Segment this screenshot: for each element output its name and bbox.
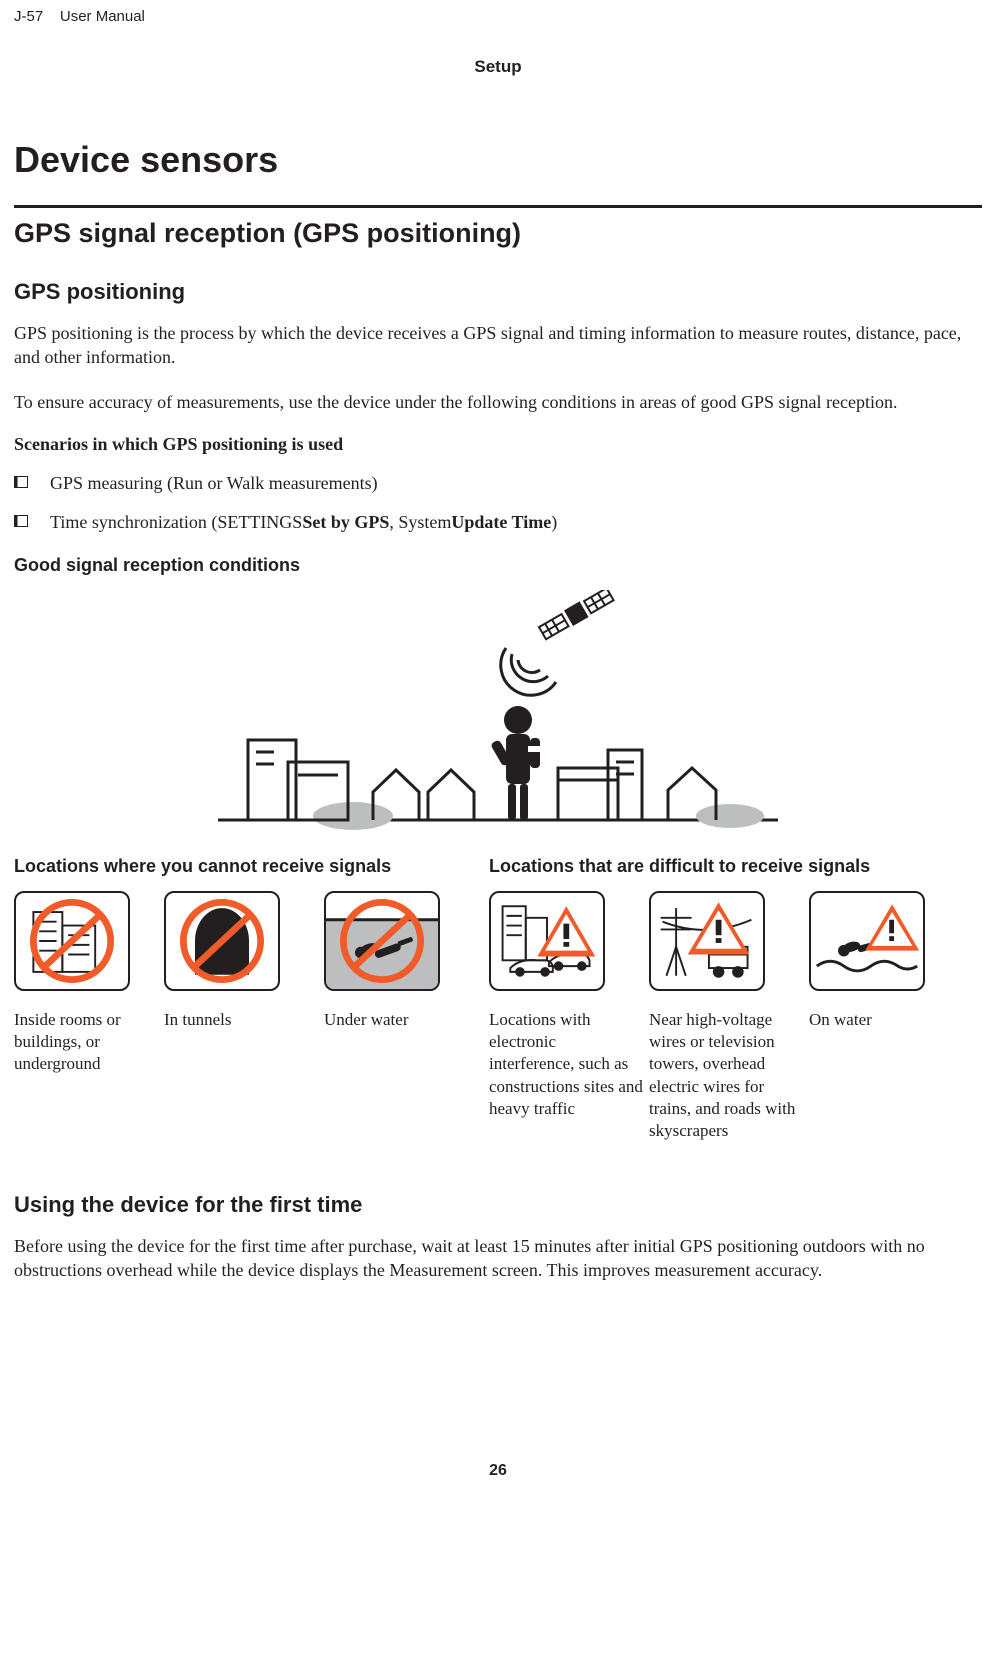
signal-conditions-headings: Locations where you cannot receive signa… bbox=[14, 856, 982, 877]
paragraph-intro-2: To ensure accuracy of measurements, use … bbox=[14, 390, 982, 414]
scenarios-label: Scenarios in which GPS positioning is us… bbox=[14, 434, 982, 455]
onwater-warn-icon bbox=[809, 891, 925, 991]
good-conditions-label: Good signal reception conditions bbox=[14, 555, 982, 576]
bullet-icon bbox=[14, 476, 28, 488]
subsection-heading-positioning: GPS positioning bbox=[14, 279, 982, 305]
underwater-no-icon bbox=[324, 891, 440, 991]
good-signal-illustration bbox=[14, 590, 982, 830]
paragraph-first-time: Before using the device for the first ti… bbox=[14, 1234, 982, 1283]
list-item-text: GPS measuring (Run or Walk measurements) bbox=[50, 471, 378, 496]
subsection-heading-first-time: Using the device for the first time bbox=[14, 1192, 982, 1218]
signal-icon-captions: Inside rooms or buildings, or undergroun… bbox=[14, 1009, 982, 1142]
page-number: 26 bbox=[14, 1462, 982, 1480]
manual-label: User Manual bbox=[60, 8, 145, 25]
icon-caption: Inside rooms or buildings, or undergroun… bbox=[14, 1009, 164, 1142]
page-title: Device sensors bbox=[14, 139, 982, 181]
bullet-icon bbox=[14, 515, 28, 527]
chapter-label: Setup bbox=[14, 57, 982, 77]
cannot-receive-heading: Locations where you cannot receive signa… bbox=[14, 856, 489, 877]
icon-caption: In tunnels bbox=[164, 1009, 324, 1142]
section-heading: GPS signal reception (GPS positioning) bbox=[14, 218, 982, 249]
traffic-warn-icon bbox=[489, 891, 605, 991]
list-item: Time synchronization (SETTINGSSet by GPS… bbox=[14, 510, 982, 535]
icon-caption: Locations with electronic interference, … bbox=[489, 1009, 649, 1142]
difficult-receive-heading: Locations that are difficult to receive … bbox=[489, 856, 982, 877]
powerlines-warn-icon bbox=[649, 891, 765, 991]
icon-caption: On water bbox=[809, 1009, 959, 1142]
icon-caption: Near high-voltage wires or television to… bbox=[649, 1009, 809, 1142]
title-rule bbox=[14, 205, 982, 208]
list-item-text: Time synchronization (SETTINGSSet by GPS… bbox=[50, 510, 557, 535]
paragraph-intro-1: GPS positioning is the process by which … bbox=[14, 321, 982, 370]
list-item: GPS measuring (Run or Walk measurements) bbox=[14, 471, 982, 496]
page-header: J-57 User Manual bbox=[14, 8, 982, 25]
buildings-no-icon bbox=[14, 891, 130, 991]
tunnel-no-icon bbox=[164, 891, 280, 991]
icon-caption: Under water bbox=[324, 1009, 489, 1142]
model-code: J-57 bbox=[14, 8, 43, 25]
signal-icon-row bbox=[14, 891, 982, 991]
scenarios-list: GPS measuring (Run or Walk measurements)… bbox=[14, 471, 982, 535]
